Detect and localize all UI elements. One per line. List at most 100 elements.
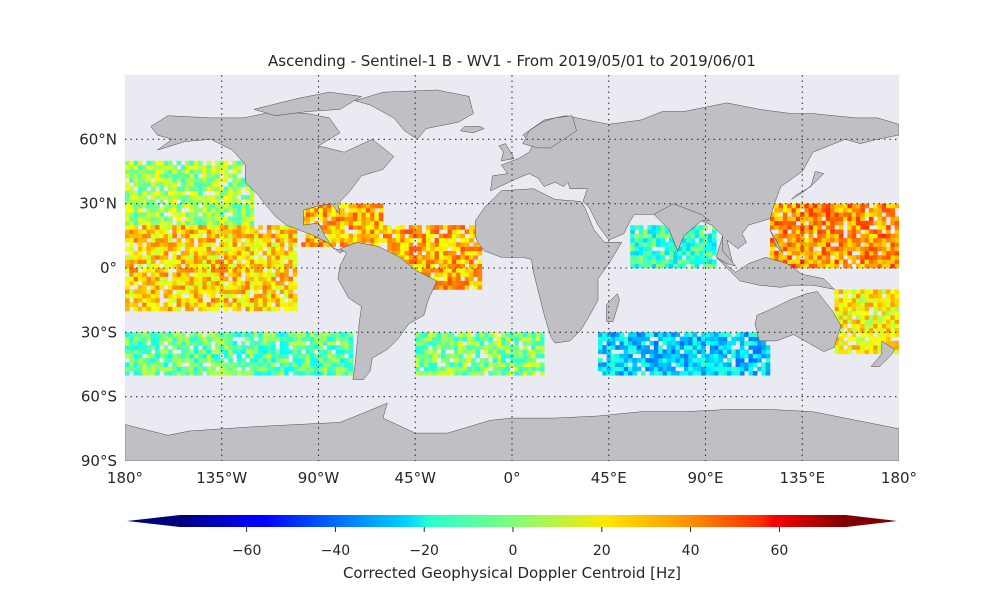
data-cell — [894, 246, 899, 252]
data-cell — [649, 353, 655, 359]
data-cell — [660, 263, 665, 269]
data-cell — [873, 306, 878, 312]
data-cell — [647, 233, 653, 239]
data-cell — [873, 220, 878, 226]
data-cell — [202, 366, 207, 372]
data-cell — [258, 272, 263, 277]
data-cell — [696, 336, 702, 342]
data-cell — [129, 289, 134, 295]
data-cell — [284, 263, 289, 269]
data-cell — [419, 336, 425, 342]
data-cell — [484, 362, 489, 367]
data-cell — [638, 237, 644, 243]
data-cell — [335, 366, 341, 372]
data-cell — [722, 353, 728, 359]
data-cell — [185, 212, 190, 217]
data-cell — [198, 293, 203, 299]
data-cell — [509, 345, 515, 350]
data-cell — [245, 276, 250, 282]
data-cell — [223, 306, 229, 312]
data-cell — [770, 250, 775, 256]
data-cell — [834, 345, 840, 350]
data-cell — [666, 353, 672, 359]
data-cell — [813, 250, 818, 256]
data-cell — [679, 362, 685, 367]
data-cell — [322, 332, 328, 337]
data-cell — [696, 349, 702, 355]
data-cell — [322, 340, 328, 346]
data-cell — [133, 306, 139, 312]
data-cell — [137, 203, 143, 209]
data-cell — [163, 263, 169, 269]
data-cell — [305, 242, 311, 247]
data-cell — [279, 302, 285, 307]
data-cell — [804, 242, 809, 247]
data-cell — [254, 276, 259, 282]
data-cell — [211, 186, 216, 192]
data-cell — [727, 349, 732, 355]
data-cell — [602, 345, 607, 350]
data-cell — [344, 340, 349, 346]
data-cell — [202, 203, 207, 209]
data-cell — [180, 280, 186, 286]
data-cell — [206, 272, 212, 277]
data-cell — [180, 285, 186, 290]
data-cell — [445, 362, 450, 367]
data-cell — [125, 280, 130, 286]
data-cell — [168, 165, 173, 170]
data-cell — [795, 242, 801, 247]
data-cell — [701, 362, 706, 367]
data-cell — [348, 212, 354, 217]
data-cell — [288, 225, 293, 230]
data-cell — [518, 349, 524, 355]
data-cell — [821, 207, 827, 213]
data-cell — [421, 242, 427, 247]
data-cell — [539, 332, 545, 337]
data-cell — [473, 272, 478, 277]
data-cell — [176, 302, 182, 307]
data-cell — [804, 225, 809, 230]
data-cell — [215, 289, 220, 295]
data-cell — [851, 220, 857, 226]
data-cell — [232, 216, 238, 222]
data-cell — [787, 242, 792, 247]
data-cell — [727, 340, 732, 346]
data-cell — [711, 233, 717, 239]
data-cell — [180, 173, 186, 179]
data-cell — [163, 362, 169, 367]
data-cell — [638, 225, 644, 230]
data-cell — [189, 207, 195, 213]
data-cell — [843, 250, 848, 256]
data-cell — [168, 366, 173, 372]
data-cell — [137, 165, 143, 170]
data-cell — [176, 229, 182, 234]
data-cell — [426, 246, 431, 252]
data-cell — [125, 165, 130, 170]
data-cell — [172, 362, 177, 367]
data-cell — [180, 268, 186, 273]
data-cell — [843, 289, 848, 295]
data-cell — [228, 272, 233, 277]
data-cell — [185, 302, 190, 307]
data-cell — [284, 370, 289, 376]
data-cell — [408, 229, 414, 234]
data-cell — [236, 212, 242, 217]
data-cell — [254, 332, 259, 337]
data-cell — [662, 353, 668, 359]
data-cell — [434, 246, 440, 252]
data-cell — [441, 353, 446, 359]
data-cell — [825, 220, 831, 226]
data-cell — [638, 233, 644, 239]
map-area — [125, 75, 899, 461]
data-cell — [189, 332, 195, 337]
data-cell — [466, 366, 472, 372]
data-cell — [873, 328, 878, 333]
data-cell — [142, 225, 147, 230]
data-cell — [873, 349, 878, 355]
data-cell — [610, 345, 616, 350]
data-cell — [686, 246, 691, 252]
data-cell — [462, 370, 468, 376]
data-cell — [419, 332, 425, 337]
data-cell — [475, 353, 481, 359]
data-cell — [825, 216, 831, 222]
